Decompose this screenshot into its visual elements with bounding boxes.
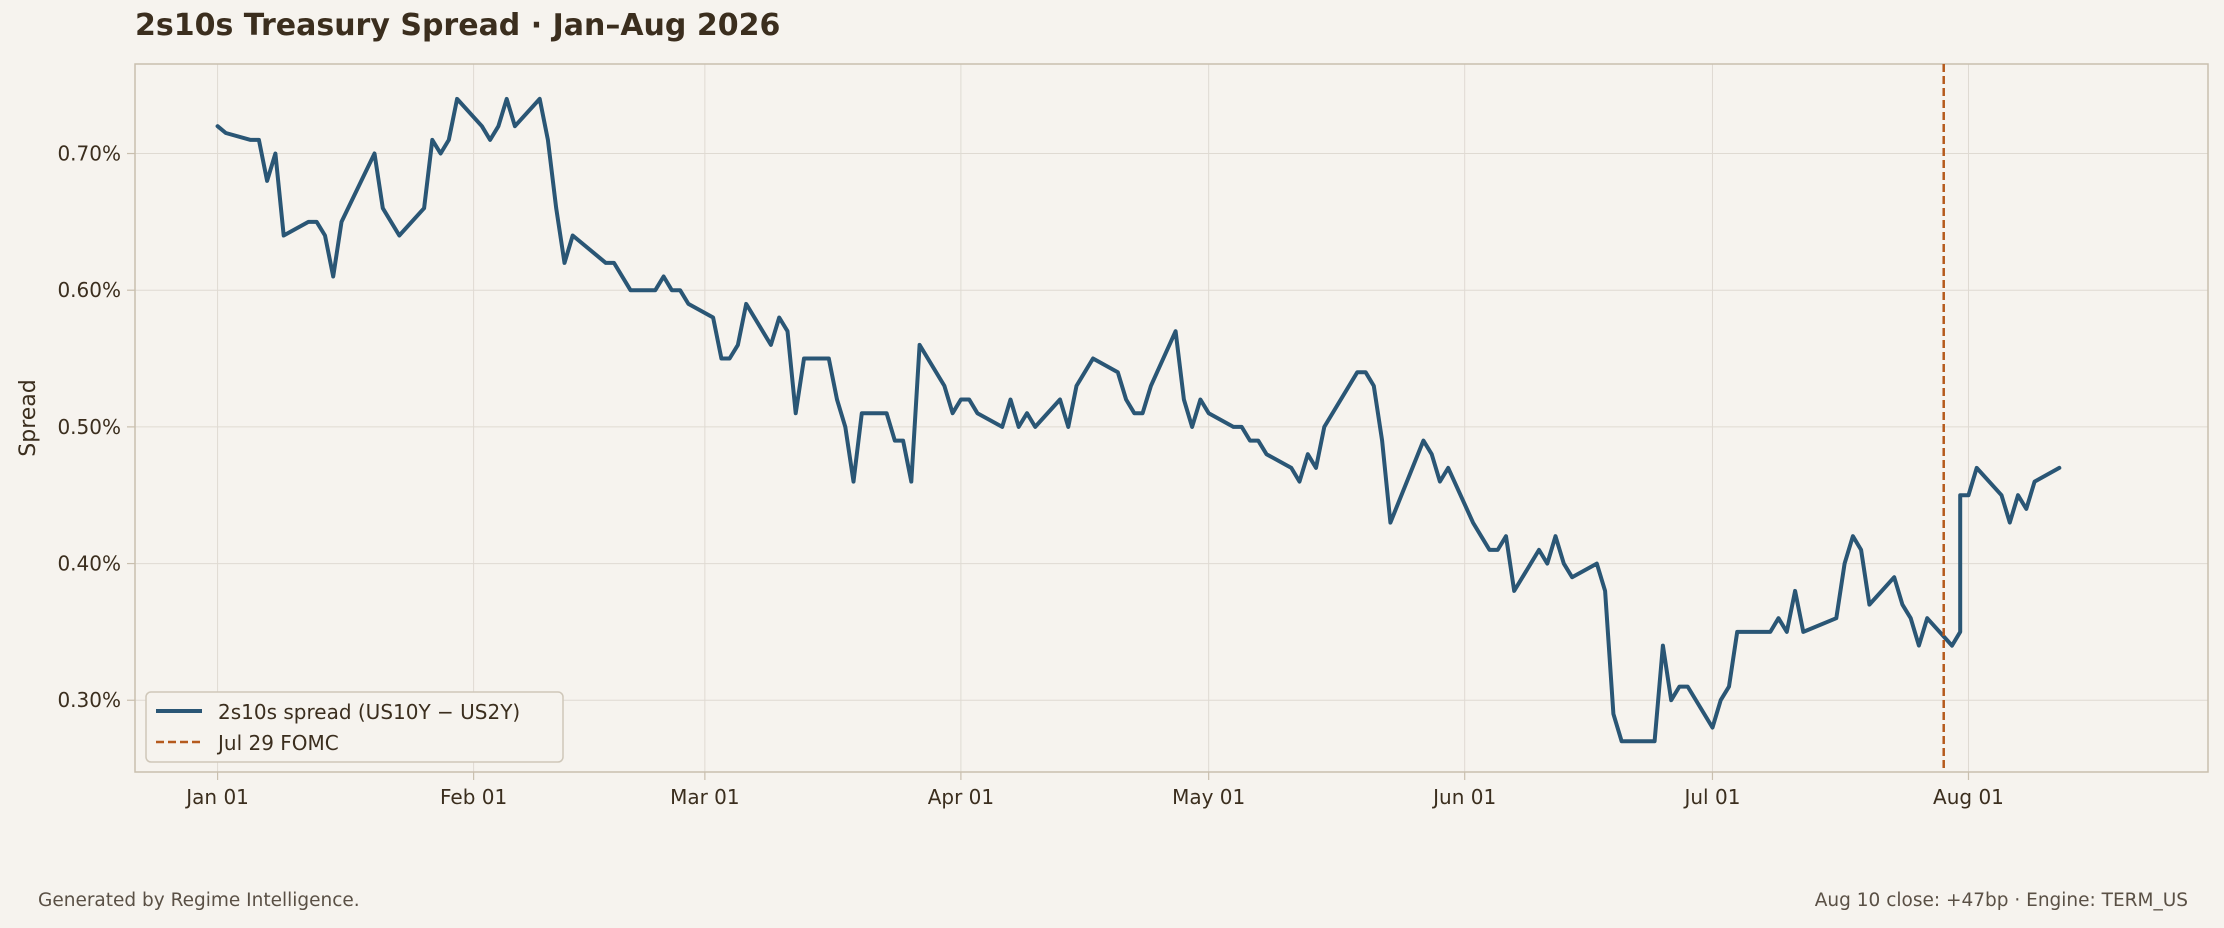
x-tick-label: Jun 01: [1431, 785, 1496, 809]
x-tick-label: Jan 01: [184, 785, 249, 809]
y-tick-label: 0.60%: [57, 278, 121, 302]
x-axis: Jan 01 Feb 01 Mar 01 Apr 01 May 01 Jun 01 Jul …: [184, 772, 2004, 809]
legend-label-spread: 2s10s spread (US10Y − US2Y): [218, 700, 520, 724]
plot-frame: [134, 63, 2209, 773]
spread-line: [215, 96, 2062, 744]
grid-layer: [135, 64, 2208, 772]
series-layer: [215, 64, 2062, 772]
x-tick-label: May 01: [1172, 785, 1245, 809]
x-tick-label: Apr 01: [928, 785, 994, 809]
footer-credit: Generated by Regime Intelligence.: [38, 890, 360, 911]
x-tick-label: Feb 01: [440, 785, 507, 809]
chart-title: 2s10s Treasury Spread · Jan–Aug 2026: [135, 8, 781, 43]
footer-status: Aug 10 close: +47bp · Engine: TERM_US: [1814, 890, 2188, 911]
y-tick-label: 0.30%: [57, 688, 121, 712]
x-tick-label: Jul 01: [1682, 785, 1740, 809]
legend-label-fomc: Jul 29 FOMC: [216, 731, 339, 755]
y-tick-label: 0.70%: [57, 142, 121, 166]
y-axis: 0.30% 0.40% 0.50% 0.60% 0.70%: [57, 142, 135, 712]
y-tick-label: 0.50%: [57, 415, 121, 439]
y-axis-label: Spread: [16, 379, 41, 456]
legend: 2s10s spread (US10Y − US2Y) Jul 29 FOMC: [145, 691, 564, 763]
x-tick-label: Aug 01: [1933, 785, 2004, 809]
legend-box: [145, 691, 564, 763]
x-tick-label: Mar 01: [670, 785, 740, 809]
y-tick-label: 0.40%: [57, 552, 121, 576]
